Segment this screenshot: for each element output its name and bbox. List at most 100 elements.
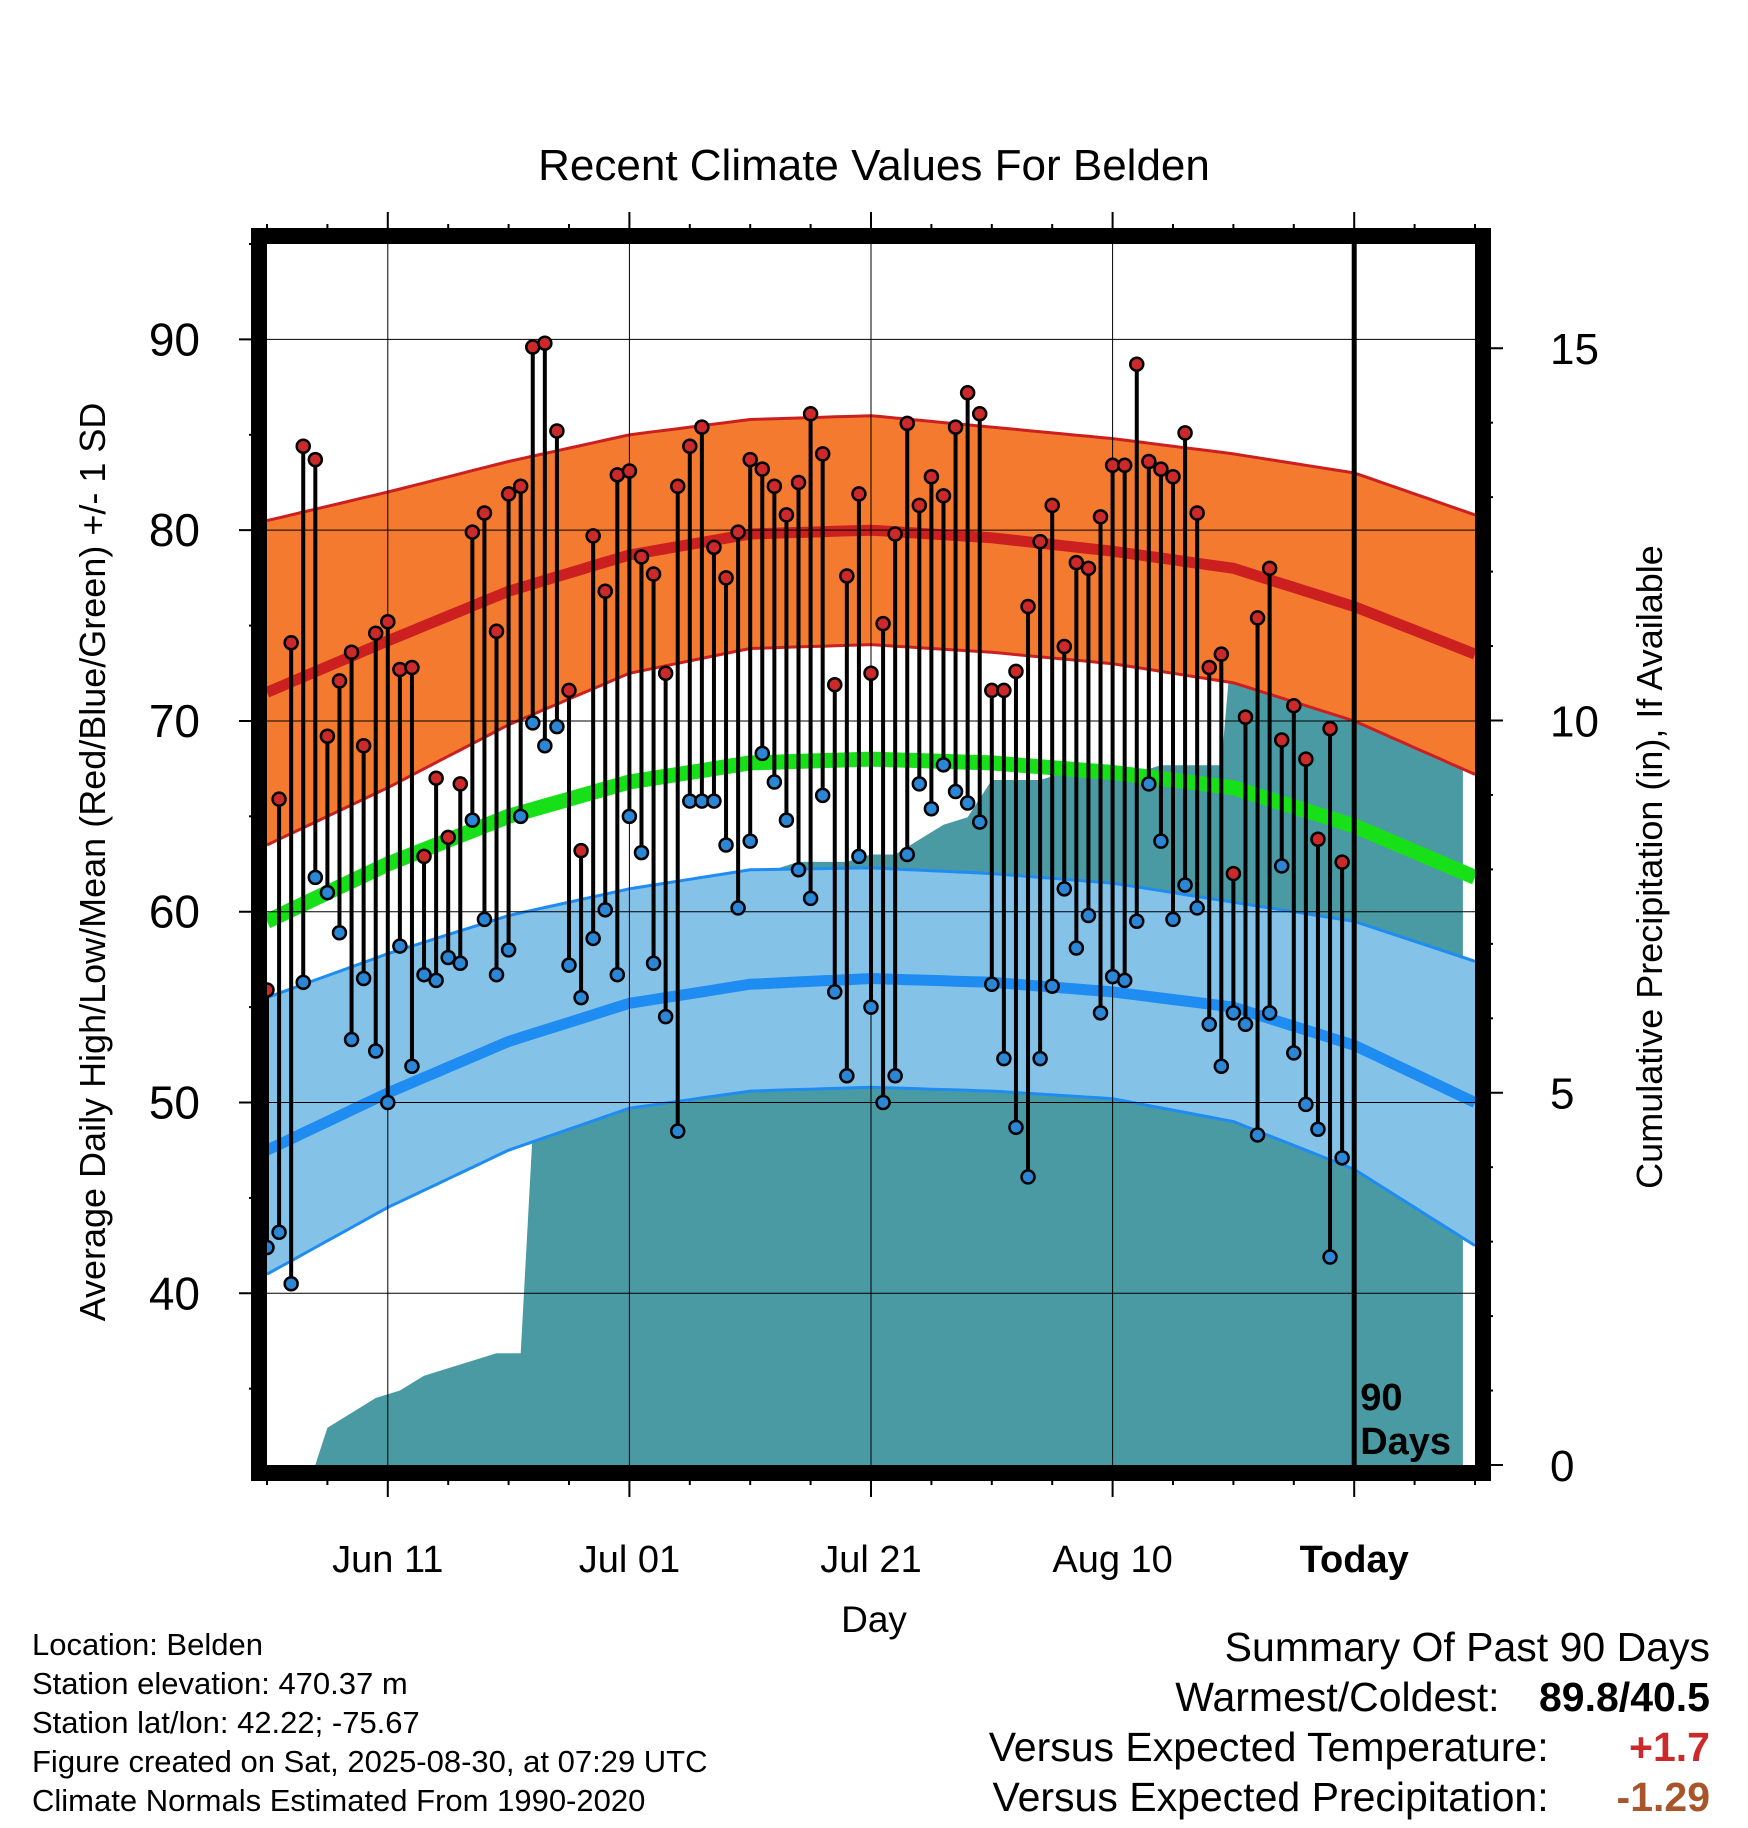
high-point — [283, 634, 299, 651]
high-point — [561, 682, 577, 699]
low-point — [428, 972, 444, 989]
high-point — [730, 524, 746, 540]
high-point — [1213, 646, 1230, 662]
low-point — [947, 783, 964, 800]
high-point — [392, 661, 408, 678]
low-point — [1298, 1096, 1314, 1113]
low-point — [404, 1058, 420, 1075]
temp-label: Versus Expected Temperature: — [988, 1724, 1549, 1770]
high-point — [863, 665, 879, 682]
low-point — [319, 884, 336, 901]
low-point — [1056, 881, 1073, 897]
high-point — [959, 385, 976, 401]
high-point — [621, 463, 638, 479]
high-point — [585, 528, 601, 544]
low-point — [1189, 900, 1205, 916]
high-point — [911, 497, 928, 514]
high-point — [1334, 854, 1350, 870]
x-tick-label: Today — [1300, 1539, 1409, 1581]
warm-cold-label: Warmest/Coldest: — [1175, 1674, 1500, 1720]
temp-row: Versus Expected Temperature: +1.7 — [989, 1722, 1710, 1772]
low-point — [1092, 1005, 1109, 1021]
high-point — [355, 738, 372, 754]
x-tick-label: Jul 01 — [579, 1539, 680, 1581]
y2-tick-label: 5 — [1550, 1070, 1574, 1119]
high-point — [706, 539, 722, 556]
low-point — [1273, 858, 1290, 874]
high-point — [416, 848, 432, 865]
high-point — [1020, 598, 1036, 615]
high-point — [343, 644, 360, 661]
chart-title: Recent Climate Values For Belden — [538, 141, 1210, 190]
low-point — [1044, 978, 1060, 994]
low-point — [802, 890, 819, 907]
high-point — [488, 623, 505, 640]
high-point — [935, 488, 952, 504]
low-point — [1322, 1249, 1338, 1265]
location-text: Location: Belden — [32, 1627, 263, 1662]
low-point — [549, 718, 565, 735]
high-point — [1261, 560, 1278, 577]
high-point — [1044, 497, 1060, 514]
low-point — [875, 1094, 891, 1111]
low-point — [996, 1050, 1012, 1067]
high-point — [923, 469, 940, 485]
high-point — [1116, 457, 1133, 474]
high-point — [1141, 453, 1157, 470]
low-point — [633, 844, 650, 861]
low-point — [367, 1043, 384, 1059]
low-point — [331, 924, 348, 941]
station-info: Location: Belden Station elevation: 470.… — [32, 1625, 708, 1820]
y2-tick-label: 0 — [1550, 1442, 1574, 1491]
high-point — [331, 673, 348, 689]
high-point — [1298, 751, 1314, 767]
low-point — [1129, 913, 1145, 930]
low-point — [1080, 907, 1097, 924]
low-point — [935, 757, 952, 773]
high-point — [996, 682, 1012, 699]
high-point — [887, 526, 903, 542]
low-point — [476, 911, 493, 928]
high-point — [1310, 831, 1326, 847]
high-point — [839, 568, 855, 584]
latlon-text: Station lat/lon: 42.22; -75.67 — [32, 1705, 420, 1740]
low-point — [669, 1123, 686, 1139]
low-point — [1032, 1050, 1048, 1067]
low-point — [1225, 1005, 1242, 1021]
high-point — [500, 486, 517, 502]
today-days-label: 90 Days — [1360, 1377, 1451, 1463]
low-point — [730, 900, 746, 916]
temp-value: +1.7 — [1629, 1724, 1710, 1770]
low-point — [500, 942, 517, 958]
high-point — [899, 415, 915, 432]
high-point — [573, 842, 589, 859]
low-point — [1141, 776, 1157, 792]
low-point — [1261, 1005, 1278, 1021]
y-tick-label: 70 — [149, 695, 200, 747]
high-point — [1177, 425, 1193, 441]
low-point — [645, 955, 662, 971]
high-point — [1068, 554, 1085, 571]
low-point — [452, 955, 469, 971]
high-point — [669, 478, 686, 495]
low-point — [392, 938, 408, 954]
y2-tick-label: 10 — [1550, 697, 1599, 746]
y2-axis-label: Cumulative Precipitation (in), If Availa… — [1629, 545, 1670, 1189]
high-point — [645, 566, 662, 582]
high-point — [1322, 720, 1338, 737]
low-point — [561, 957, 577, 973]
low-point — [814, 787, 831, 804]
high-point — [1129, 356, 1145, 372]
high-point — [549, 423, 565, 439]
low-point — [1008, 1119, 1024, 1136]
low-point — [778, 812, 795, 828]
high-point — [633, 549, 650, 565]
high-point — [742, 451, 758, 468]
summary-panel: Summary Of Past 90 Days Warmest/Coldest:… — [989, 1622, 1710, 1822]
low-point — [295, 974, 311, 991]
low-point — [657, 1008, 674, 1025]
y-tick-label: 40 — [149, 1267, 200, 1319]
high-point — [1249, 610, 1266, 626]
low-point — [307, 869, 324, 886]
low-point — [706, 793, 722, 809]
